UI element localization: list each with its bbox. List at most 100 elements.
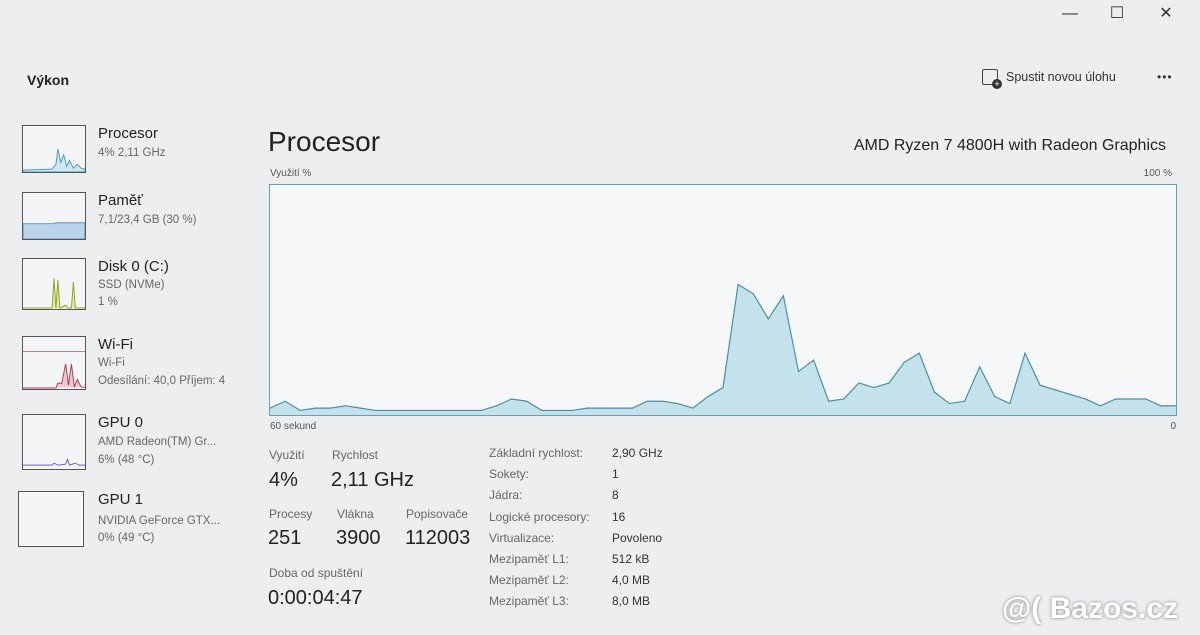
cpu-usage-point [1084,398,1086,400]
handles-label: Popisovače [406,507,469,521]
cpu-usage-point [299,409,301,412]
sidebar-item-title: Paměť [98,192,143,209]
cpu-usage-point [556,409,558,412]
sidebar-item-detail: Wi-Fi [98,357,125,369]
sidebar-item-gpu1[interactable]: GPU 1 NVIDIA GeForce GTX... 0% (49 °C) [18,491,243,553]
sidebar-item-detail: 6% (48 °C) [98,454,155,466]
cpu-usage-point [1115,398,1117,400]
cpu-usage-point [948,402,951,405]
threads-value: 3900 [336,527,381,549]
cpu-usage-point [1069,393,1071,395]
run-new-task-button[interactable]: + Spustit novou úlohu [982,69,1116,89]
cpu-usage-point [888,382,890,384]
cpu-usage-point [858,382,860,384]
sidebar-item-disk[interactable]: Disk 0 (C:) SSD (NVMe) 1 % [18,258,243,320]
sidebar-item-detail: NVIDIA GeForce GTX... [98,515,221,527]
threads-label: Vlákna [337,507,374,521]
cpu-usage-point [314,407,316,409]
maximize-button[interactable]: ☐ [1109,5,1125,22]
cpu-name: AMD Ryzen 7 4800H with Radeon Graphics [853,137,1166,154]
cpu-usage-point [1054,389,1056,391]
utilization-value: 4% [269,469,298,491]
run-new-task-label: Spustit novou úlohu [1006,70,1116,84]
cpu-usage-point [465,409,467,412]
cpu-usage-point [1024,352,1026,354]
cpu-usage-point [797,370,800,373]
sidebar-item-title: Procesor [98,125,159,142]
sidebar-item-gpu0[interactable]: GPU 0 AMD Radeon(TM) Gr... 6% (48 °C) [18,414,243,476]
chart-frame [269,184,1177,416]
uptime-value: 0:00:04:47 [268,587,363,609]
spec-value: 8 [612,488,619,503]
spec-label: Základní rychlost: [489,446,584,460]
chart-ymax-label: 100 % [1143,168,1172,179]
cpu-usage-point [480,409,482,412]
cpu-usage-point [722,386,724,389]
processor-thumbnail [22,125,86,173]
wifi-thumbnail [22,336,86,390]
cpu-usage-point [450,409,452,412]
speed-value: 2,11 GHz [331,469,414,491]
spec-label: Mezipaměť L1: [489,552,569,566]
sidebar-item-processor[interactable]: Procesor 4% 2,11 GHz [18,125,243,187]
spec-label: Mezipaměť L3: [489,594,569,609]
cpu-usage-point [329,407,331,409]
cpu-usage-point [994,396,996,398]
cpu-usage-point [1130,398,1132,400]
cpu-usage-point [360,407,362,409]
cpu-usage-point [284,400,286,402]
uptime-label: Doba od spuštění [269,566,364,580]
disk-thumbnail [22,258,86,310]
cpu-usage-point [405,409,407,412]
cpu-usage-point [646,400,649,402]
spec-value: 2,90 GHz [612,446,663,460]
new-task-icon: + [982,69,1002,89]
cpu-usage-point [933,391,936,393]
processes-label: Procesy [269,507,313,521]
cpu-usage-chart [269,184,1177,416]
spec-label: Logické procesory: [489,509,590,524]
gpu0-thumbnail [22,414,86,470]
utilization-label: Využití [269,448,305,462]
cpu-usage-point [269,407,271,409]
cpu-usage-area [270,284,1176,415]
cpu-usage-point [979,366,981,368]
cpu-usage-point [677,402,679,405]
cpu-usage-point [1160,405,1162,407]
cpu-usage-point [737,283,739,286]
sidebar-item-title: Wi-Fi [98,336,133,353]
minimize-button[interactable]: — [1062,5,1078,22]
cpu-usage-point [420,409,422,412]
processes-value: 251 [268,527,302,549]
spec-label: Mezipaměť L2: [489,573,569,588]
spec-value: 1 [612,467,619,482]
cpu-usage-point [873,386,875,389]
sidebar-item-memory[interactable]: Paměť 7,1/23,4 GB (30 %) [18,192,243,254]
cpu-usage-point [631,407,633,409]
sidebar-title: Výkon [27,72,70,88]
chart-xmax-label: 0 [1170,421,1176,432]
cpu-usage-point [828,400,830,402]
cpu-usage-point [813,359,815,361]
memory-thumbnail [22,192,86,240]
spec-label: Jádra: [489,488,523,503]
close-button[interactable]: ✕ [1159,5,1173,22]
cpu-usage-point [1175,405,1177,407]
sidebar-item-detail: AMD Radeon(TM) Gr... [98,436,217,448]
spec-value: 4,0 MB [612,573,651,588]
spec-value: Povoleno [612,530,663,545]
sidebar-item-wifi[interactable]: Wi-Fi Wi-Fi Odesílání: 40,0 Příjem: 4 [18,336,243,398]
cpu-usage-point [918,352,920,354]
watermark: @( Bazos.cz [1002,592,1178,625]
cpu-usage-point [752,293,754,295]
chart-ylabel: Využití % [270,168,312,179]
cpu-usage-point [601,407,603,409]
sidebar-item-detail: SSD (NVMe) [98,279,165,291]
spec-value: 512 kB [612,552,650,566]
sidebar-item-title: GPU 1 [98,491,144,508]
sidebar-item-title: Disk 0 (C:) [98,258,169,275]
sidebar-item-detail: 7,1/23,4 GB (30 %) [98,214,197,226]
cpu-usage-point [586,407,588,409]
more-options-button[interactable]: ••• [1157,70,1173,84]
gpu1-thumbnail [18,491,84,547]
